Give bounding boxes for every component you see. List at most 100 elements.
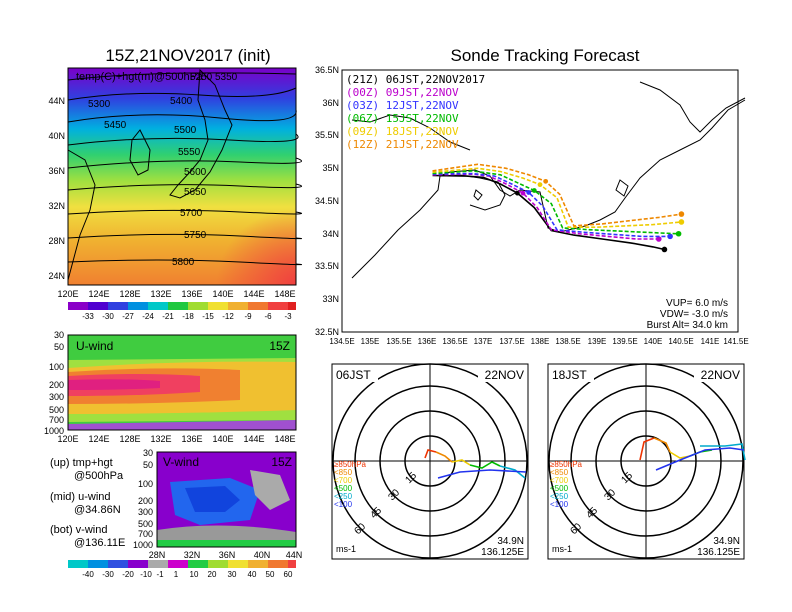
legend-entry: (06Z) 15JST,22NOV	[346, 112, 459, 125]
svg-text:30: 30	[143, 448, 153, 458]
japan-coast-small	[169, 68, 233, 199]
svg-text:140.5E: 140.5E	[668, 337, 693, 346]
hodo-left-500	[469, 461, 501, 469]
svg-text:137.5E: 137.5E	[499, 337, 524, 346]
tracking-annotations: VUP= 6.0 m/s VDW= -3.0 m/s Burst Alt= 34…	[647, 298, 728, 331]
svg-text:144E: 144E	[243, 289, 264, 299]
svg-text:ms-1: ms-1	[336, 544, 356, 554]
svg-text:136.5E: 136.5E	[442, 337, 467, 346]
track-burst-point	[543, 178, 549, 184]
contour-label: 5650	[184, 187, 207, 198]
svg-text:140E: 140E	[644, 337, 663, 346]
svg-text:(up) tmp+hgt: (up) tmp+hgt	[50, 457, 113, 469]
svg-text:-20: -20	[122, 570, 134, 579]
svg-text:22NOV: 22NOV	[485, 368, 524, 382]
track-line	[432, 167, 682, 228]
svg-text:<500: <500	[550, 484, 569, 493]
legend-entry: (21Z) 06JST,22NOV2017	[346, 73, 485, 86]
u-wind-time: 15Z	[269, 339, 290, 353]
svg-text:134.5E: 134.5E	[329, 337, 354, 346]
hodo-left-lowest	[424, 449, 437, 459]
svg-text:@500hPa: @500hPa	[74, 470, 124, 482]
svg-text:44N: 44N	[48, 96, 65, 106]
height-contours	[67, 72, 302, 266]
svg-text:18JST: 18JST	[552, 368, 587, 382]
svg-text:-40: -40	[82, 570, 94, 579]
svg-text:-30: -30	[102, 570, 114, 579]
svg-text:120E: 120E	[57, 434, 78, 444]
track-endpoint	[667, 233, 673, 240]
svg-text:139.5E: 139.5E	[612, 337, 637, 346]
svg-text:36.5N: 36.5N	[315, 65, 339, 75]
hodo-left-250	[499, 465, 526, 479]
svg-text:-30: -30	[102, 312, 114, 321]
svg-text:-1: -1	[156, 570, 164, 579]
svg-text:1000: 1000	[133, 540, 153, 550]
svg-text:28N: 28N	[149, 550, 166, 560]
legend-entry: (00Z) 09JST,22NOV	[346, 86, 459, 99]
svg-text:135.5E: 135.5E	[386, 337, 411, 346]
track-burst-point	[537, 182, 543, 188]
hodo-right-250	[700, 443, 746, 461]
svg-text:139E: 139E	[588, 337, 607, 346]
svg-text:10: 10	[190, 570, 199, 579]
svg-text:128E: 128E	[119, 289, 140, 299]
svg-text:VDW= -3.0 m/s: VDW= -3.0 m/s	[660, 309, 728, 320]
hodo-right-100	[655, 447, 745, 471]
contour-label: 5750	[184, 230, 207, 241]
wind-colorbar: -40 -30 -20 -10 -1 1 10 20 30 40 50 60	[68, 560, 296, 579]
temp-map-y-ticks: 44N 40N 36N 32N 28N 24N	[48, 96, 65, 281]
svg-text:-24: -24	[142, 312, 154, 321]
svg-text:<850: <850	[550, 468, 569, 477]
svg-text:34.5N: 34.5N	[315, 196, 339, 206]
svg-text:40N: 40N	[254, 550, 271, 560]
tracking-x-ticks: 134.5E 135E 135.5E 136E 136.5E 137E 137.…	[329, 337, 748, 346]
svg-text:33.5N: 33.5N	[315, 261, 339, 271]
polar-right: 15 30 45 60 ≥850hPa <850 <700 <500 <250 …	[547, 363, 746, 560]
svg-text:40N: 40N	[48, 131, 65, 141]
svg-text:700: 700	[138, 529, 153, 539]
hodo-left-850	[435, 451, 453, 463]
contour-label: 5400	[170, 96, 193, 107]
svg-text:35.5N: 35.5N	[315, 130, 339, 140]
track-line	[432, 163, 682, 227]
hodo-left-700	[451, 459, 471, 466]
svg-text:132E: 132E	[150, 289, 171, 299]
svg-text:22NOV: 22NOV	[701, 368, 740, 382]
svg-text:200: 200	[138, 496, 153, 506]
svg-text:(mid) u-wind: (mid) u-wind	[50, 491, 111, 503]
v-wind-label: V-wind	[163, 455, 199, 469]
svg-text:34.9N: 34.9N	[713, 536, 740, 547]
track-endpoint	[675, 230, 682, 237]
svg-text:<250: <250	[334, 492, 353, 501]
svg-text:-12: -12	[222, 312, 234, 321]
svg-text:148E: 148E	[274, 289, 295, 299]
track-endpoint	[656, 236, 662, 242]
svg-text:≥850hPa: ≥850hPa	[334, 460, 367, 469]
u-wind-panel: U-wind 15Z 30 50 100 200 300 500 700 100…	[44, 330, 297, 444]
svg-text:<100: <100	[550, 500, 569, 509]
svg-text:35N: 35N	[322, 163, 339, 173]
track-burst-point	[520, 190, 526, 196]
contour-label: 5450	[104, 120, 127, 131]
svg-text:-6: -6	[264, 312, 272, 321]
svg-text:300: 300	[49, 392, 64, 402]
tracking-chart: (21Z) 06JST,22NOV2017 (00Z) 09JST,22NOV …	[315, 65, 749, 346]
svg-text:100: 100	[49, 362, 64, 372]
svg-text:<700: <700	[550, 476, 569, 485]
contour-label: 5550	[178, 147, 201, 158]
svg-text:137E: 137E	[474, 337, 493, 346]
tracking-y-ticks: 36.5N 36N 35.5N 35N 34.5N 34N 33.5N 33N …	[315, 65, 339, 337]
svg-text:124E: 124E	[88, 434, 109, 444]
svg-text:-10: -10	[140, 570, 152, 579]
right-title: Sonde Tracking Forecast	[451, 46, 640, 65]
svg-text:136.125E: 136.125E	[481, 547, 524, 558]
track-endpoint	[678, 219, 685, 225]
svg-text:28N: 28N	[48, 236, 65, 246]
svg-text:300: 300	[138, 507, 153, 517]
legend-entry: (03Z) 12JST,22NOV	[346, 99, 459, 112]
svg-text:136E: 136E	[418, 337, 437, 346]
svg-text:<500: <500	[334, 484, 353, 493]
temp-map-x-ticks: 120E 124E 128E 132E 136E 140E 144E 148E	[57, 289, 295, 299]
